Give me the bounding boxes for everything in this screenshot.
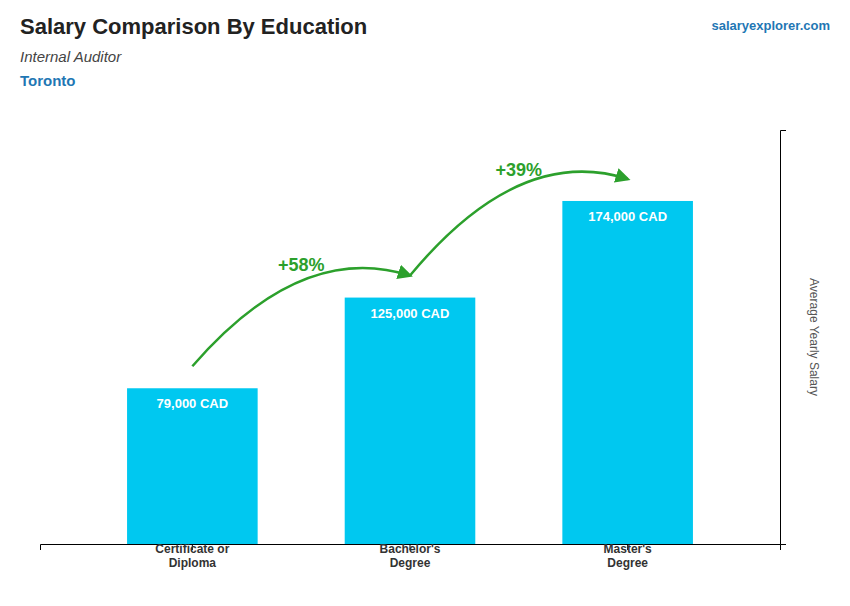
x-tick: Certificate orDiploma (155, 542, 229, 570)
annotation: +58% (278, 255, 325, 275)
arrow (192, 268, 410, 366)
bar (127, 388, 258, 544)
source: salaryexplorer.com (711, 18, 830, 33)
data-label: 125,000 CAD (371, 306, 450, 321)
chart-container: Salary Comparison By Education Internal A… (0, 0, 850, 606)
y-axis-title: Average Yearly Salary (807, 278, 821, 396)
chart: Salary Comparison By Education Internal A… (0, 0, 850, 606)
y-axis (781, 131, 787, 545)
title: Salary Comparison By Education (20, 14, 367, 39)
data-label: 174,000 CAD (588, 209, 667, 224)
subtitle: Internal Auditor (20, 48, 122, 65)
x-tick-label-line: Certificate or (155, 542, 229, 556)
data-labels: 79,000 CAD 125,000 CAD 174,000 CAD (157, 209, 667, 411)
x-tick-label-line: Bachelor's (380, 542, 441, 556)
x-tick-label-line: Degree (390, 556, 431, 570)
plot: Certificate orDiplomaBachelor'sDegreeMas… (41, 131, 787, 570)
arrow (410, 172, 628, 276)
x-tick-label: Bachelor'sDegree (380, 542, 441, 570)
x-tick-label: Master'sDegree (604, 542, 653, 570)
x-tick: Master'sDegree (604, 542, 653, 570)
x-tick: Bachelor'sDegree (380, 542, 441, 570)
x-axis: Certificate orDiplomaBachelor'sDegreeMas… (41, 542, 781, 570)
data-label: 79,000 CAD (157, 396, 229, 411)
subtitle: Toronto (20, 72, 76, 89)
annotation: +39% (496, 160, 543, 180)
annotations: +58% +39% (192, 160, 627, 367)
bar (562, 201, 693, 544)
y-axis-line (781, 131, 787, 545)
x-tick-label-line: Master's (604, 542, 653, 556)
x-tick-label: Certificate orDiploma (155, 542, 229, 570)
x-tick-label-line: Degree (607, 556, 648, 570)
x-tick-label-line: Diploma (169, 556, 217, 570)
bars (127, 201, 693, 544)
bar (345, 298, 476, 544)
